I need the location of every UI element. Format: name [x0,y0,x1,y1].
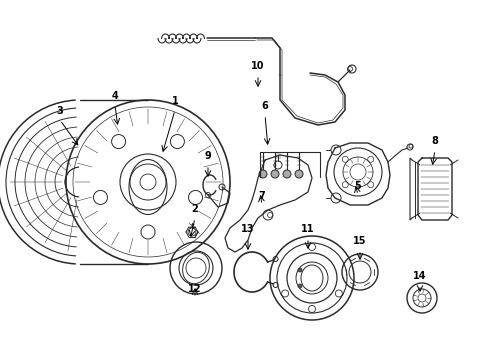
Circle shape [259,170,266,178]
Text: 14: 14 [412,271,426,281]
Circle shape [294,170,303,178]
Text: 3: 3 [57,106,63,116]
Text: 5: 5 [354,181,361,191]
Text: 15: 15 [352,236,366,246]
Text: 10: 10 [251,61,264,71]
Circle shape [297,268,302,272]
Text: 13: 13 [241,224,254,234]
Circle shape [297,284,302,288]
Text: 6: 6 [261,101,268,111]
Text: 2: 2 [191,204,198,214]
Text: 8: 8 [431,136,438,146]
Text: 7: 7 [258,191,265,201]
Circle shape [283,170,290,178]
Text: 4: 4 [111,91,118,101]
Text: 11: 11 [301,224,314,234]
Circle shape [270,170,279,178]
Text: 1: 1 [171,96,178,106]
Text: 12: 12 [188,284,202,294]
Text: 9: 9 [204,151,211,161]
